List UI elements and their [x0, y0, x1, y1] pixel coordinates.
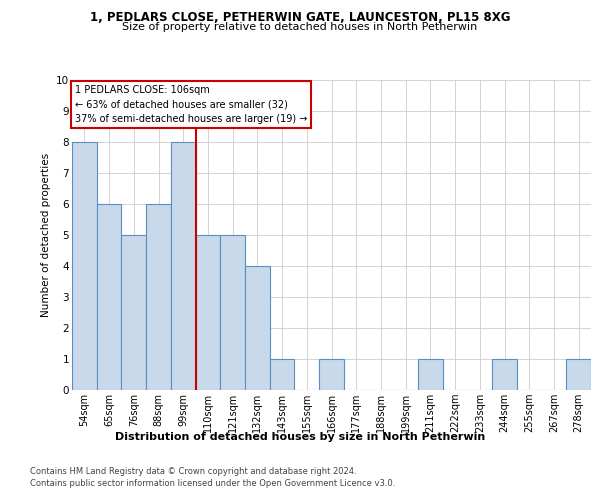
- Bar: [270, 359, 295, 390]
- Text: Distribution of detached houses by size in North Petherwin: Distribution of detached houses by size …: [115, 432, 485, 442]
- Text: 1 PEDLARS CLOSE: 106sqm
← 63% of detached houses are smaller (32)
37% of semi-de: 1 PEDLARS CLOSE: 106sqm ← 63% of detache…: [74, 84, 307, 124]
- Bar: [418, 359, 443, 390]
- Text: Size of property relative to detached houses in North Petherwin: Size of property relative to detached ho…: [122, 22, 478, 32]
- Bar: [121, 235, 146, 390]
- Bar: [220, 235, 245, 390]
- Bar: [146, 204, 171, 390]
- Bar: [319, 359, 344, 390]
- Text: 1, PEDLARS CLOSE, PETHERWIN GATE, LAUNCESTON, PL15 8XG: 1, PEDLARS CLOSE, PETHERWIN GATE, LAUNCE…: [90, 11, 510, 24]
- Bar: [566, 359, 591, 390]
- Text: Contains HM Land Registry data © Crown copyright and database right 2024.: Contains HM Land Registry data © Crown c…: [30, 468, 356, 476]
- Bar: [196, 235, 220, 390]
- Bar: [72, 142, 97, 390]
- Bar: [171, 142, 196, 390]
- Y-axis label: Number of detached properties: Number of detached properties: [41, 153, 50, 317]
- Bar: [245, 266, 270, 390]
- Bar: [492, 359, 517, 390]
- Text: Contains public sector information licensed under the Open Government Licence v3: Contains public sector information licen…: [30, 478, 395, 488]
- Bar: [97, 204, 121, 390]
